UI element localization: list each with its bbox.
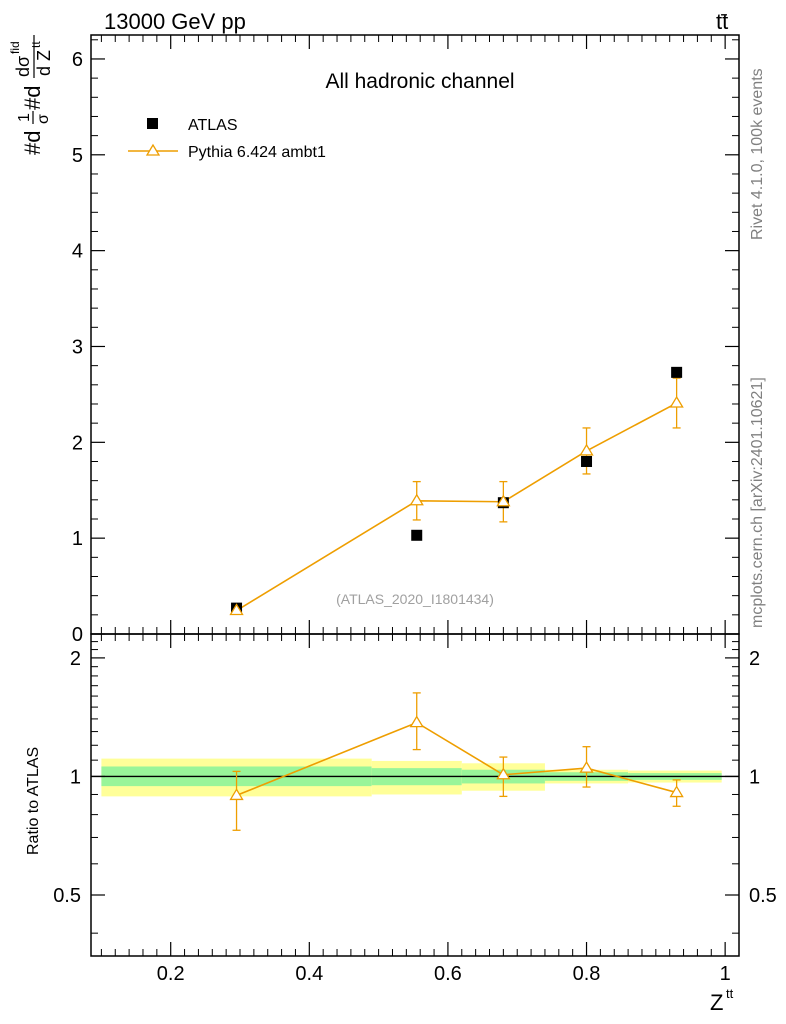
xlabel-main: Z xyxy=(710,990,723,1015)
ylabel-dsigma: dσ xyxy=(13,56,33,77)
pythia-line xyxy=(236,402,678,612)
ratio-pythia-point xyxy=(496,767,511,780)
ylabel-fid: fid xyxy=(8,41,22,54)
ratio-plot-frame xyxy=(90,633,740,957)
ratio-axis-ticks: 0.2 0.4 0.6 0.8 1 0.5 0.5 1 1 2 2 xyxy=(53,634,777,985)
chart-title: All hadronic channel xyxy=(325,70,514,93)
pythia-point xyxy=(496,494,511,507)
ratio-y-tick-label-right: 1 xyxy=(749,766,760,788)
svg-text:#d: #d xyxy=(20,131,45,155)
legend-atlas-label: ATLAS xyxy=(188,117,238,134)
ylabel-den: d Z xyxy=(34,50,54,76)
mcplots-label: mcplots.cern.ch [arXiv:2401.10621] xyxy=(749,377,766,628)
y-tick-label: 0 xyxy=(72,624,83,646)
rivet-label: Rivet 4.1.0, 100k events xyxy=(749,68,766,240)
x-tick-label: 1 xyxy=(720,963,731,985)
atlas-point xyxy=(671,366,683,378)
svg-text:1: 1 xyxy=(16,113,33,122)
ratio-plot-points xyxy=(229,692,684,831)
y-tick-label: 5 xyxy=(72,145,83,167)
ratio-y-tick-label: 1 xyxy=(70,766,81,788)
legend-pythia-label: Pythia 6.424 ambt1 xyxy=(188,144,326,161)
y-tick-label: 1 xyxy=(72,528,83,550)
svg-text:dσ: dσ xyxy=(13,56,33,77)
x-tick-label: 0.8 xyxy=(573,963,601,985)
ylabel-sigma: σ xyxy=(35,114,52,124)
ratio-y-tick-label-right: 0.5 xyxy=(749,885,777,907)
x-tick-label: 0.4 xyxy=(295,963,323,985)
x-tick-label: 0.2 xyxy=(157,963,185,985)
pythia-point xyxy=(579,443,594,456)
pythia-point xyxy=(229,603,244,616)
ratio-y-tick-label: 0.5 xyxy=(53,885,81,907)
x-axis-label: Z tt xyxy=(710,986,734,1015)
svg-text:d Z: d Z xyxy=(34,50,54,76)
ratio-pythia-point xyxy=(579,760,594,773)
ylabel-one: 1 xyxy=(16,113,33,122)
y-tick-label: 4 xyxy=(72,241,83,263)
main-y-axis-label: #d 1 σ #d dσ fid d Z tt xyxy=(8,35,54,155)
y-tick-label: 3 xyxy=(72,336,83,358)
main-plot-points xyxy=(229,366,684,616)
ratio-uncertainty-bands xyxy=(101,758,722,797)
ratio-pythia-point xyxy=(229,788,244,801)
header-process-label: tt xyxy=(716,9,728,34)
ratio-pythia-point xyxy=(669,785,684,798)
pythia-point xyxy=(669,395,684,408)
y-tick-label: 2 xyxy=(72,432,83,454)
pythia-point xyxy=(409,493,424,506)
ylabel-prefix: #d xyxy=(20,131,45,155)
svg-text:σ: σ xyxy=(35,114,52,124)
main-axis-ticks: 0 1 2 3 4 5 6 xyxy=(72,35,739,646)
atlas-point xyxy=(411,529,423,541)
xlabel-sup: tt xyxy=(726,986,734,1001)
legend-atlas-marker xyxy=(147,118,158,129)
header-energy-label: 13000 GeV pp xyxy=(104,9,246,34)
svg-text:tt: tt xyxy=(29,41,43,48)
ratio-pythia-point xyxy=(409,715,424,728)
svg-text:#d: #d xyxy=(20,86,45,110)
ratio-y-tick-label-right: 2 xyxy=(749,648,760,670)
x-tick-label: 0.6 xyxy=(434,963,462,985)
ratio-y-tick-label: 2 xyxy=(70,648,81,670)
svg-text:fid: fid xyxy=(8,41,22,54)
ratio-y-axis-label: Ratio to ATLAS xyxy=(25,747,42,855)
ylabel-mid: #d xyxy=(20,86,45,110)
y-tick-label: 6 xyxy=(72,49,83,71)
atlas-point xyxy=(581,455,593,467)
ylabel-den-sup: tt xyxy=(29,41,43,48)
legend-pythia-marker xyxy=(145,143,161,156)
watermark-label: (ATLAS_2020_I1801434) xyxy=(336,591,494,607)
